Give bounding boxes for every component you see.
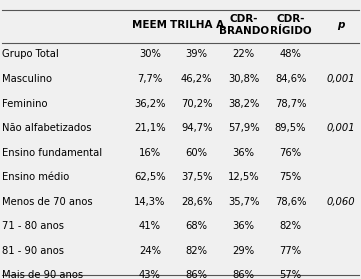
Text: 16%: 16% [139,148,161,158]
Text: 37,5%: 37,5% [181,172,213,182]
Text: 76%: 76% [279,148,302,158]
Text: 71 - 80 anos: 71 - 80 anos [2,221,64,231]
Text: 48%: 48% [280,49,301,59]
Text: CDR-
RÍGIDO: CDR- RÍGIDO [270,14,312,36]
Text: 81 - 90 anos: 81 - 90 anos [2,246,64,256]
Text: 36%: 36% [233,221,255,231]
Text: 7,7%: 7,7% [137,74,162,84]
Text: 22%: 22% [232,49,255,59]
Text: 24%: 24% [139,246,161,256]
Text: 60%: 60% [186,148,208,158]
Text: 30,8%: 30,8% [228,74,259,84]
Text: 78,7%: 78,7% [275,98,306,109]
Text: 39%: 39% [186,49,208,59]
Text: 57%: 57% [279,270,302,279]
Text: Feminino: Feminino [2,98,47,109]
Text: 75%: 75% [279,172,302,182]
Text: 86%: 86% [233,270,255,279]
Text: 41%: 41% [139,221,161,231]
Text: CDR-
BRANDO: CDR- BRANDO [219,14,269,36]
Text: 0,001: 0,001 [327,74,356,84]
Text: 29%: 29% [232,246,255,256]
Text: 68%: 68% [186,221,208,231]
Text: 78,6%: 78,6% [275,197,306,207]
Text: 62,5%: 62,5% [134,172,166,182]
Text: Grupo Total: Grupo Total [2,49,58,59]
Text: 57,9%: 57,9% [228,123,260,133]
Text: Mais de 90 anos: Mais de 90 anos [2,270,83,279]
Text: 84,6%: 84,6% [275,74,306,84]
Text: 38,2%: 38,2% [228,98,259,109]
Text: 35,7%: 35,7% [228,197,260,207]
Text: 77%: 77% [279,246,302,256]
Text: 43%: 43% [139,270,161,279]
Text: 28,6%: 28,6% [181,197,213,207]
Text: Ensino fundamental: Ensino fundamental [2,148,102,158]
Text: MEEM: MEEM [132,20,167,30]
Text: 21,1%: 21,1% [134,123,166,133]
Text: Ensino médio: Ensino médio [2,172,69,182]
Text: 36%: 36% [233,148,255,158]
Text: 89,5%: 89,5% [275,123,306,133]
Text: 30%: 30% [139,49,161,59]
Text: 82%: 82% [280,221,301,231]
Text: 46,2%: 46,2% [181,74,213,84]
Text: 70,2%: 70,2% [181,98,213,109]
Text: 82%: 82% [186,246,208,256]
Text: 14,3%: 14,3% [134,197,165,207]
Text: Não alfabetizados: Não alfabetizados [2,123,91,133]
Text: p: p [338,20,345,30]
Text: 94,7%: 94,7% [181,123,213,133]
Text: TRILHA A: TRILHA A [170,20,224,30]
Text: 36,2%: 36,2% [134,98,166,109]
Text: 12,5%: 12,5% [228,172,260,182]
Text: 0,060: 0,060 [327,197,356,207]
Text: Masculino: Masculino [2,74,52,84]
Text: Menos de 70 anos: Menos de 70 anos [2,197,92,207]
Text: 86%: 86% [186,270,208,279]
Text: 0,001: 0,001 [327,123,356,133]
